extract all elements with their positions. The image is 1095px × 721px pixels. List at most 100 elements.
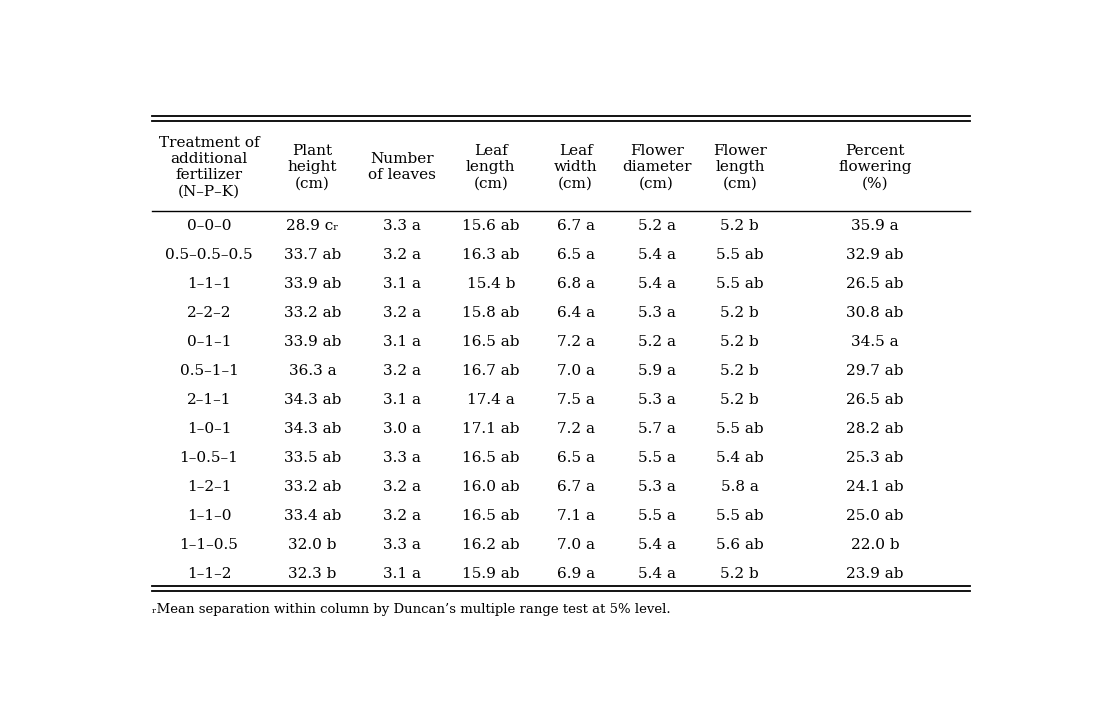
Text: 6.7 a: 6.7 a bbox=[556, 480, 595, 495]
Text: 5.4 a: 5.4 a bbox=[637, 248, 676, 262]
Text: 16.5 ab: 16.5 ab bbox=[462, 335, 519, 349]
Text: Flower
length
(cm): Flower length (cm) bbox=[713, 143, 766, 190]
Text: 5.3 a: 5.3 a bbox=[637, 393, 676, 407]
Text: 1–1–1: 1–1–1 bbox=[187, 277, 231, 291]
Text: 34.5 a: 34.5 a bbox=[852, 335, 899, 349]
Text: 1–1–0: 1–1–0 bbox=[187, 509, 231, 523]
Text: 0.5–0.5–0.5: 0.5–0.5–0.5 bbox=[165, 248, 253, 262]
Text: 0.5–1–1: 0.5–1–1 bbox=[180, 364, 239, 378]
Text: 7.5 a: 7.5 a bbox=[556, 393, 595, 407]
Text: 5.4 a: 5.4 a bbox=[637, 567, 676, 581]
Text: Flower
diameter
(cm): Flower diameter (cm) bbox=[622, 143, 691, 190]
Text: Leaf
width
(cm): Leaf width (cm) bbox=[554, 143, 598, 190]
Text: 7.0 a: 7.0 a bbox=[556, 539, 595, 552]
Text: 1–1–2: 1–1–2 bbox=[187, 567, 231, 581]
Text: 34.3 ab: 34.3 ab bbox=[284, 393, 342, 407]
Text: 7.2 a: 7.2 a bbox=[556, 335, 595, 349]
Text: 5.5 a: 5.5 a bbox=[637, 509, 676, 523]
Text: 25.0 ab: 25.0 ab bbox=[846, 509, 904, 523]
Text: 6.5 a: 6.5 a bbox=[556, 451, 595, 465]
Text: 16.3 ab: 16.3 ab bbox=[462, 248, 519, 262]
Text: 15.4 b: 15.4 b bbox=[466, 277, 515, 291]
Text: 3.3 a: 3.3 a bbox=[383, 539, 420, 552]
Text: 7.2 a: 7.2 a bbox=[556, 423, 595, 436]
Text: 3.2 a: 3.2 a bbox=[382, 306, 420, 320]
Text: 23.9 ab: 23.9 ab bbox=[846, 567, 904, 581]
Text: 3.0 a: 3.0 a bbox=[382, 423, 420, 436]
Text: 6.8 a: 6.8 a bbox=[556, 277, 595, 291]
Text: 33.9 ab: 33.9 ab bbox=[284, 335, 342, 349]
Text: 6.4 a: 6.4 a bbox=[556, 306, 595, 320]
Text: Number
of leaves: Number of leaves bbox=[368, 152, 436, 182]
Text: 3.1 a: 3.1 a bbox=[382, 335, 420, 349]
Text: 7.0 a: 7.0 a bbox=[556, 364, 595, 378]
Text: 16.5 ab: 16.5 ab bbox=[462, 451, 519, 465]
Text: 3.1 a: 3.1 a bbox=[382, 393, 420, 407]
Text: Treatment of
additional
fertilizer
(N–P–K): Treatment of additional fertilizer (N–P–… bbox=[159, 136, 260, 198]
Text: 26.5 ab: 26.5 ab bbox=[846, 393, 904, 407]
Text: 5.5 ab: 5.5 ab bbox=[716, 248, 763, 262]
Text: 7.1 a: 7.1 a bbox=[556, 509, 595, 523]
Text: 15.8 ab: 15.8 ab bbox=[462, 306, 519, 320]
Text: 16.5 ab: 16.5 ab bbox=[462, 509, 519, 523]
Text: 5.4 a: 5.4 a bbox=[637, 277, 676, 291]
Text: 17.4 a: 17.4 a bbox=[466, 393, 515, 407]
Text: 15.9 ab: 15.9 ab bbox=[462, 567, 519, 581]
Text: 5.4 a: 5.4 a bbox=[637, 539, 676, 552]
Text: 6.7 a: 6.7 a bbox=[556, 219, 595, 233]
Text: 35.9 a: 35.9 a bbox=[852, 219, 899, 233]
Text: 3.2 a: 3.2 a bbox=[382, 364, 420, 378]
Text: 5.3 a: 5.3 a bbox=[637, 480, 676, 495]
Text: 28.9 cᵣ: 28.9 cᵣ bbox=[286, 219, 338, 233]
Text: 22.0 b: 22.0 b bbox=[851, 539, 899, 552]
Text: 6.5 a: 6.5 a bbox=[556, 248, 595, 262]
Text: 1–0.5–1: 1–0.5–1 bbox=[180, 451, 239, 465]
Text: 5.5 ab: 5.5 ab bbox=[716, 277, 763, 291]
Text: 5.2 b: 5.2 b bbox=[721, 335, 759, 349]
Text: 16.0 ab: 16.0 ab bbox=[462, 480, 519, 495]
Text: 32.3 b: 32.3 b bbox=[288, 567, 337, 581]
Text: 5.7 a: 5.7 a bbox=[637, 423, 676, 436]
Text: 28.2 ab: 28.2 ab bbox=[846, 423, 904, 436]
Text: ᵣMean separation within column by Duncan’s multiple range test at 5% level.: ᵣMean separation within column by Duncan… bbox=[152, 603, 671, 616]
Text: 5.2 b: 5.2 b bbox=[721, 393, 759, 407]
Text: 5.2 a: 5.2 a bbox=[637, 335, 676, 349]
Text: 3.2 a: 3.2 a bbox=[382, 480, 420, 495]
Text: Leaf
length
(cm): Leaf length (cm) bbox=[466, 143, 516, 190]
Text: 1–2–1: 1–2–1 bbox=[187, 480, 231, 495]
Text: 30.8 ab: 30.8 ab bbox=[846, 306, 903, 320]
Text: 33.2 ab: 33.2 ab bbox=[284, 306, 342, 320]
Text: 5.4 ab: 5.4 ab bbox=[716, 451, 763, 465]
Text: 5.5 ab: 5.5 ab bbox=[716, 423, 763, 436]
Text: 5.5 a: 5.5 a bbox=[637, 451, 676, 465]
Text: 24.1 ab: 24.1 ab bbox=[846, 480, 904, 495]
Text: 5.2 b: 5.2 b bbox=[721, 306, 759, 320]
Text: 3.3 a: 3.3 a bbox=[383, 219, 420, 233]
Text: 2–2–2: 2–2–2 bbox=[187, 306, 231, 320]
Text: 5.5 ab: 5.5 ab bbox=[716, 509, 763, 523]
Text: 5.8 a: 5.8 a bbox=[721, 480, 759, 495]
Text: 29.7 ab: 29.7 ab bbox=[846, 364, 904, 378]
Text: 0–1–1: 0–1–1 bbox=[187, 335, 231, 349]
Text: 3.2 a: 3.2 a bbox=[382, 509, 420, 523]
Text: 1–1–0.5: 1–1–0.5 bbox=[180, 539, 239, 552]
Text: 32.0 b: 32.0 b bbox=[288, 539, 337, 552]
Text: 33.4 ab: 33.4 ab bbox=[284, 509, 342, 523]
Text: 5.2 b: 5.2 b bbox=[721, 219, 759, 233]
Text: 34.3 ab: 34.3 ab bbox=[284, 423, 342, 436]
Text: 3.2 a: 3.2 a bbox=[382, 248, 420, 262]
Text: Plant
height
(cm): Plant height (cm) bbox=[288, 143, 337, 190]
Text: 26.5 ab: 26.5 ab bbox=[846, 277, 904, 291]
Text: 33.9 ab: 33.9 ab bbox=[284, 277, 342, 291]
Text: 5.3 a: 5.3 a bbox=[637, 306, 676, 320]
Text: 25.3 ab: 25.3 ab bbox=[846, 451, 903, 465]
Text: 33.2 ab: 33.2 ab bbox=[284, 480, 342, 495]
Text: 5.2 a: 5.2 a bbox=[637, 219, 676, 233]
Text: 3.1 a: 3.1 a bbox=[382, 567, 420, 581]
Text: 32.9 ab: 32.9 ab bbox=[846, 248, 904, 262]
Text: 0–0–0: 0–0–0 bbox=[187, 219, 231, 233]
Text: 16.2 ab: 16.2 ab bbox=[462, 539, 519, 552]
Text: 6.9 a: 6.9 a bbox=[556, 567, 595, 581]
Text: 36.3 a: 36.3 a bbox=[289, 364, 336, 378]
Text: 5.9 a: 5.9 a bbox=[637, 364, 676, 378]
